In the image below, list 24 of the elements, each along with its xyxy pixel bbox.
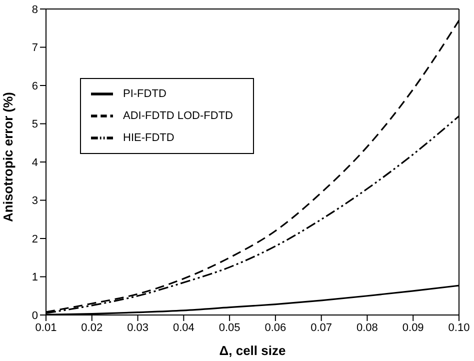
x-tick-label: 0.04 [172, 322, 194, 334]
x-tick-label: 0.03 [127, 322, 148, 334]
legend-label: PI-FDTD [123, 88, 166, 100]
legend-label: HIE-FDTD [123, 132, 174, 144]
y-tick-label: 8 [32, 4, 38, 16]
y-tick-label: 7 [32, 42, 38, 54]
y-tick-label: 4 [32, 156, 38, 169]
y-tick-label: 2 [32, 233, 38, 246]
x-tick-label: 0.08 [356, 322, 378, 334]
x-tick-label: 0.02 [81, 322, 103, 334]
y-tick-label: 5 [32, 118, 38, 131]
x-tick-label: 0.07 [310, 322, 332, 334]
x-axis-title: Δ, cell size [219, 343, 286, 358]
y-tick-label: 0 [32, 310, 38, 322]
x-tick-label: 0.10 [448, 322, 470, 334]
y-tick-label: 6 [32, 80, 38, 92]
x-tick-label: 0.09 [402, 322, 424, 334]
x-tick-label: 0.06 [264, 322, 286, 334]
x-tick-label: 0.05 [218, 322, 240, 334]
y-axis-title: Anisotropic error (%) [0, 92, 16, 222]
y-tick-label: 3 [32, 195, 38, 208]
y-tick-label: 1 [32, 272, 38, 284]
legend-label: ADI-FDTD LOD-FDTD [123, 110, 233, 122]
x-tick-label: 0.01 [35, 322, 57, 334]
